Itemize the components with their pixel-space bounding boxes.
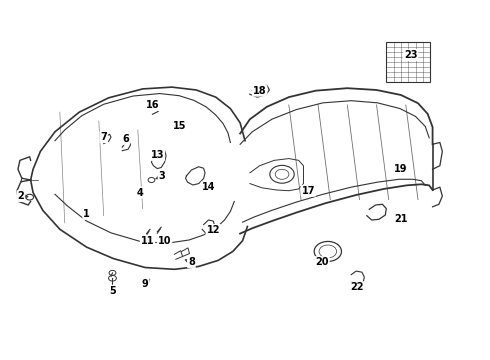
Text: 7: 7	[100, 132, 107, 142]
Text: 2: 2	[18, 191, 24, 201]
Text: 5: 5	[109, 286, 116, 296]
Text: 17: 17	[301, 186, 315, 196]
Text: 6: 6	[122, 134, 129, 144]
Text: 15: 15	[172, 121, 186, 131]
Text: 21: 21	[394, 214, 408, 224]
Text: 1: 1	[83, 209, 90, 219]
Text: 10: 10	[158, 236, 172, 246]
Text: 23: 23	[404, 50, 417, 60]
Text: 19: 19	[394, 164, 408, 174]
Text: 14: 14	[202, 182, 215, 192]
Text: 3: 3	[159, 171, 166, 181]
Text: 16: 16	[146, 100, 159, 110]
Text: 9: 9	[142, 279, 148, 289]
Bar	[386, 42, 430, 82]
Text: 20: 20	[315, 257, 329, 267]
Text: 18: 18	[253, 86, 267, 96]
Text: 13: 13	[150, 150, 164, 160]
Text: 22: 22	[350, 282, 364, 292]
Text: 12: 12	[207, 225, 220, 235]
Text: 11: 11	[141, 236, 154, 246]
Text: 8: 8	[188, 257, 195, 267]
Text: 4: 4	[137, 188, 144, 198]
